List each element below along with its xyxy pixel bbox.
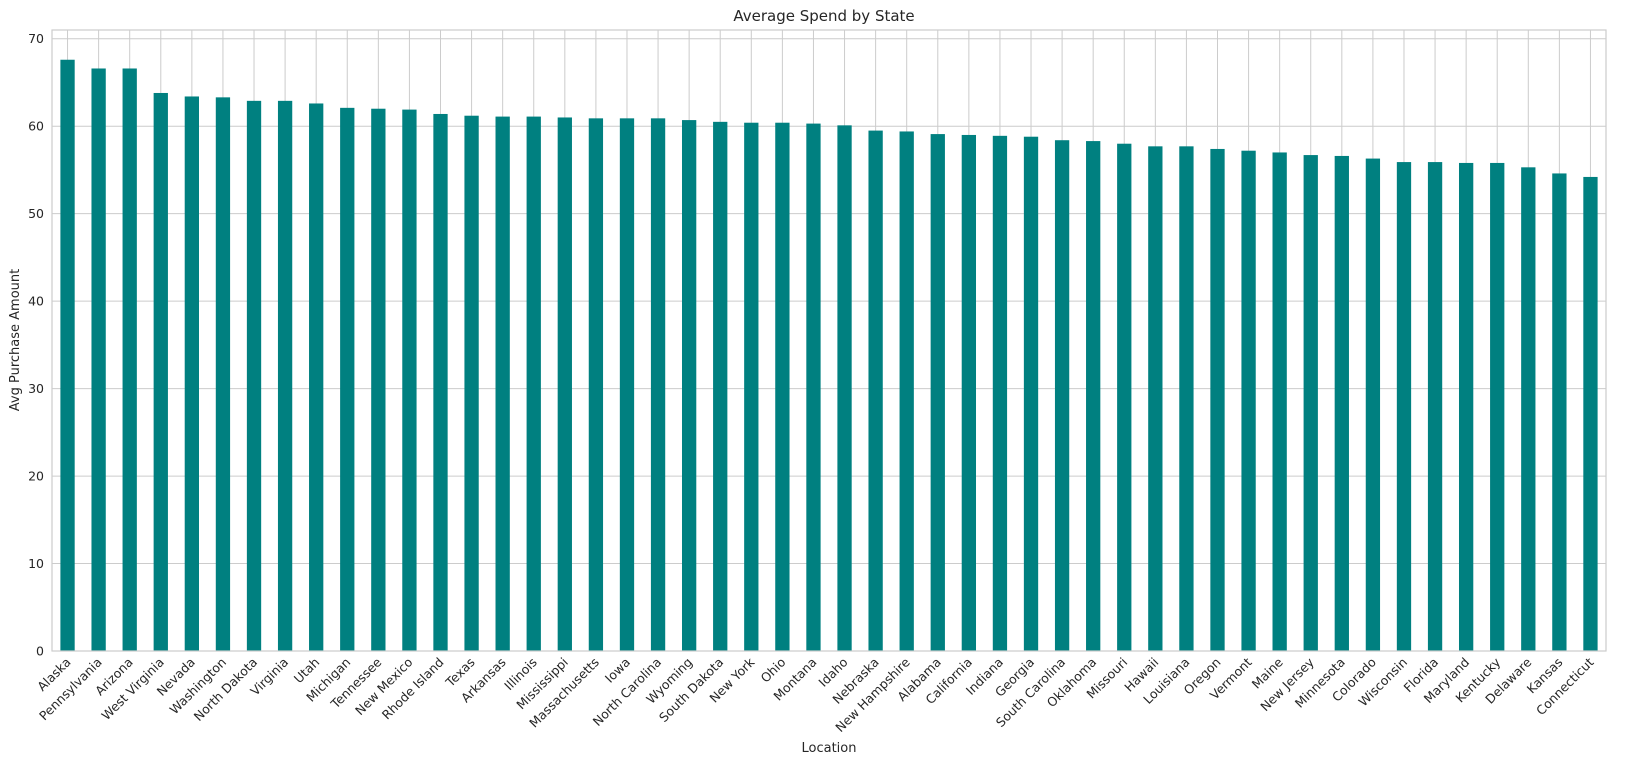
bar-california <box>961 134 977 651</box>
bar-alaska <box>60 59 75 651</box>
bar-new-york <box>744 122 759 652</box>
bar-tennessee <box>371 108 386 651</box>
bar-nevada <box>184 96 200 651</box>
bar-colorado <box>1365 158 1381 651</box>
bar-louisiana <box>1179 146 1194 651</box>
plot-frame <box>51 29 1607 652</box>
y-tick-label: 60 <box>28 119 44 134</box>
y-tick-label: 0 <box>36 644 44 659</box>
bar-maryland <box>1458 162 1474 651</box>
bar-minnesota <box>1334 155 1349 652</box>
bar-missouri <box>1117 143 1132 651</box>
y-tick-label: 70 <box>28 31 44 46</box>
bar-kansas <box>1552 173 1567 651</box>
bar-virginia <box>277 100 293 651</box>
y-tick-label: 20 <box>28 469 44 484</box>
y-tick-labels: 0 10 20 30 40 50 60 70 <box>28 31 44 658</box>
bar-ohio <box>775 122 790 652</box>
bar-montana <box>806 123 821 651</box>
bar-idaho <box>837 125 852 652</box>
bar-wisconsin <box>1396 162 1412 651</box>
bar-florida <box>1427 162 1443 651</box>
y-tick-label: 40 <box>28 294 44 309</box>
bar-new-jersey <box>1303 155 1318 651</box>
y-tick-label: 10 <box>28 556 44 571</box>
bar-maine <box>1272 152 1287 652</box>
bar-north-dakota <box>246 100 262 651</box>
bar-washington <box>215 97 231 651</box>
x-axis-label: Location <box>802 741 857 756</box>
bar-massachusetts <box>588 118 604 652</box>
bar-west-virginia <box>153 92 168 651</box>
bar-pennsylvania <box>91 68 106 652</box>
bar-oklahoma <box>1086 141 1101 652</box>
bar-arkansas <box>495 116 510 651</box>
bars <box>60 59 1598 652</box>
chart-title: Average Spend by State <box>733 7 914 25</box>
bar-alabama <box>930 134 945 651</box>
y-axis-label: Avg Purchase Amount <box>8 269 23 411</box>
bar-new-mexico <box>402 109 417 651</box>
bar-texas <box>464 115 479 651</box>
bar-arizona <box>122 68 137 652</box>
bar-south-carolina <box>1054 140 1070 651</box>
bar-nebraska <box>868 130 883 652</box>
bar-michigan <box>340 107 355 652</box>
bar-oregon <box>1210 148 1225 651</box>
bar-georgia <box>1023 136 1039 652</box>
bar-south-dakota <box>713 121 728 652</box>
bar-vermont <box>1241 150 1256 651</box>
bar-north-carolina <box>650 118 666 652</box>
y-tick-label: 50 <box>28 206 44 221</box>
bar-connecticut <box>1583 176 1598 651</box>
bar-rhode-island <box>433 113 448 652</box>
bar-kentucky <box>1490 162 1505 651</box>
bar-delaware <box>1521 167 1536 652</box>
bar-utah <box>309 103 324 652</box>
bar-illinois <box>526 116 541 651</box>
y-tick-label: 30 <box>28 381 44 396</box>
bar-iowa <box>619 118 635 652</box>
bar-mississippi <box>557 117 572 652</box>
bar-wyoming <box>681 120 697 651</box>
bar-indiana <box>992 135 1008 651</box>
bar-hawaii <box>1148 146 1163 651</box>
bar-new-hampshire <box>899 131 914 651</box>
